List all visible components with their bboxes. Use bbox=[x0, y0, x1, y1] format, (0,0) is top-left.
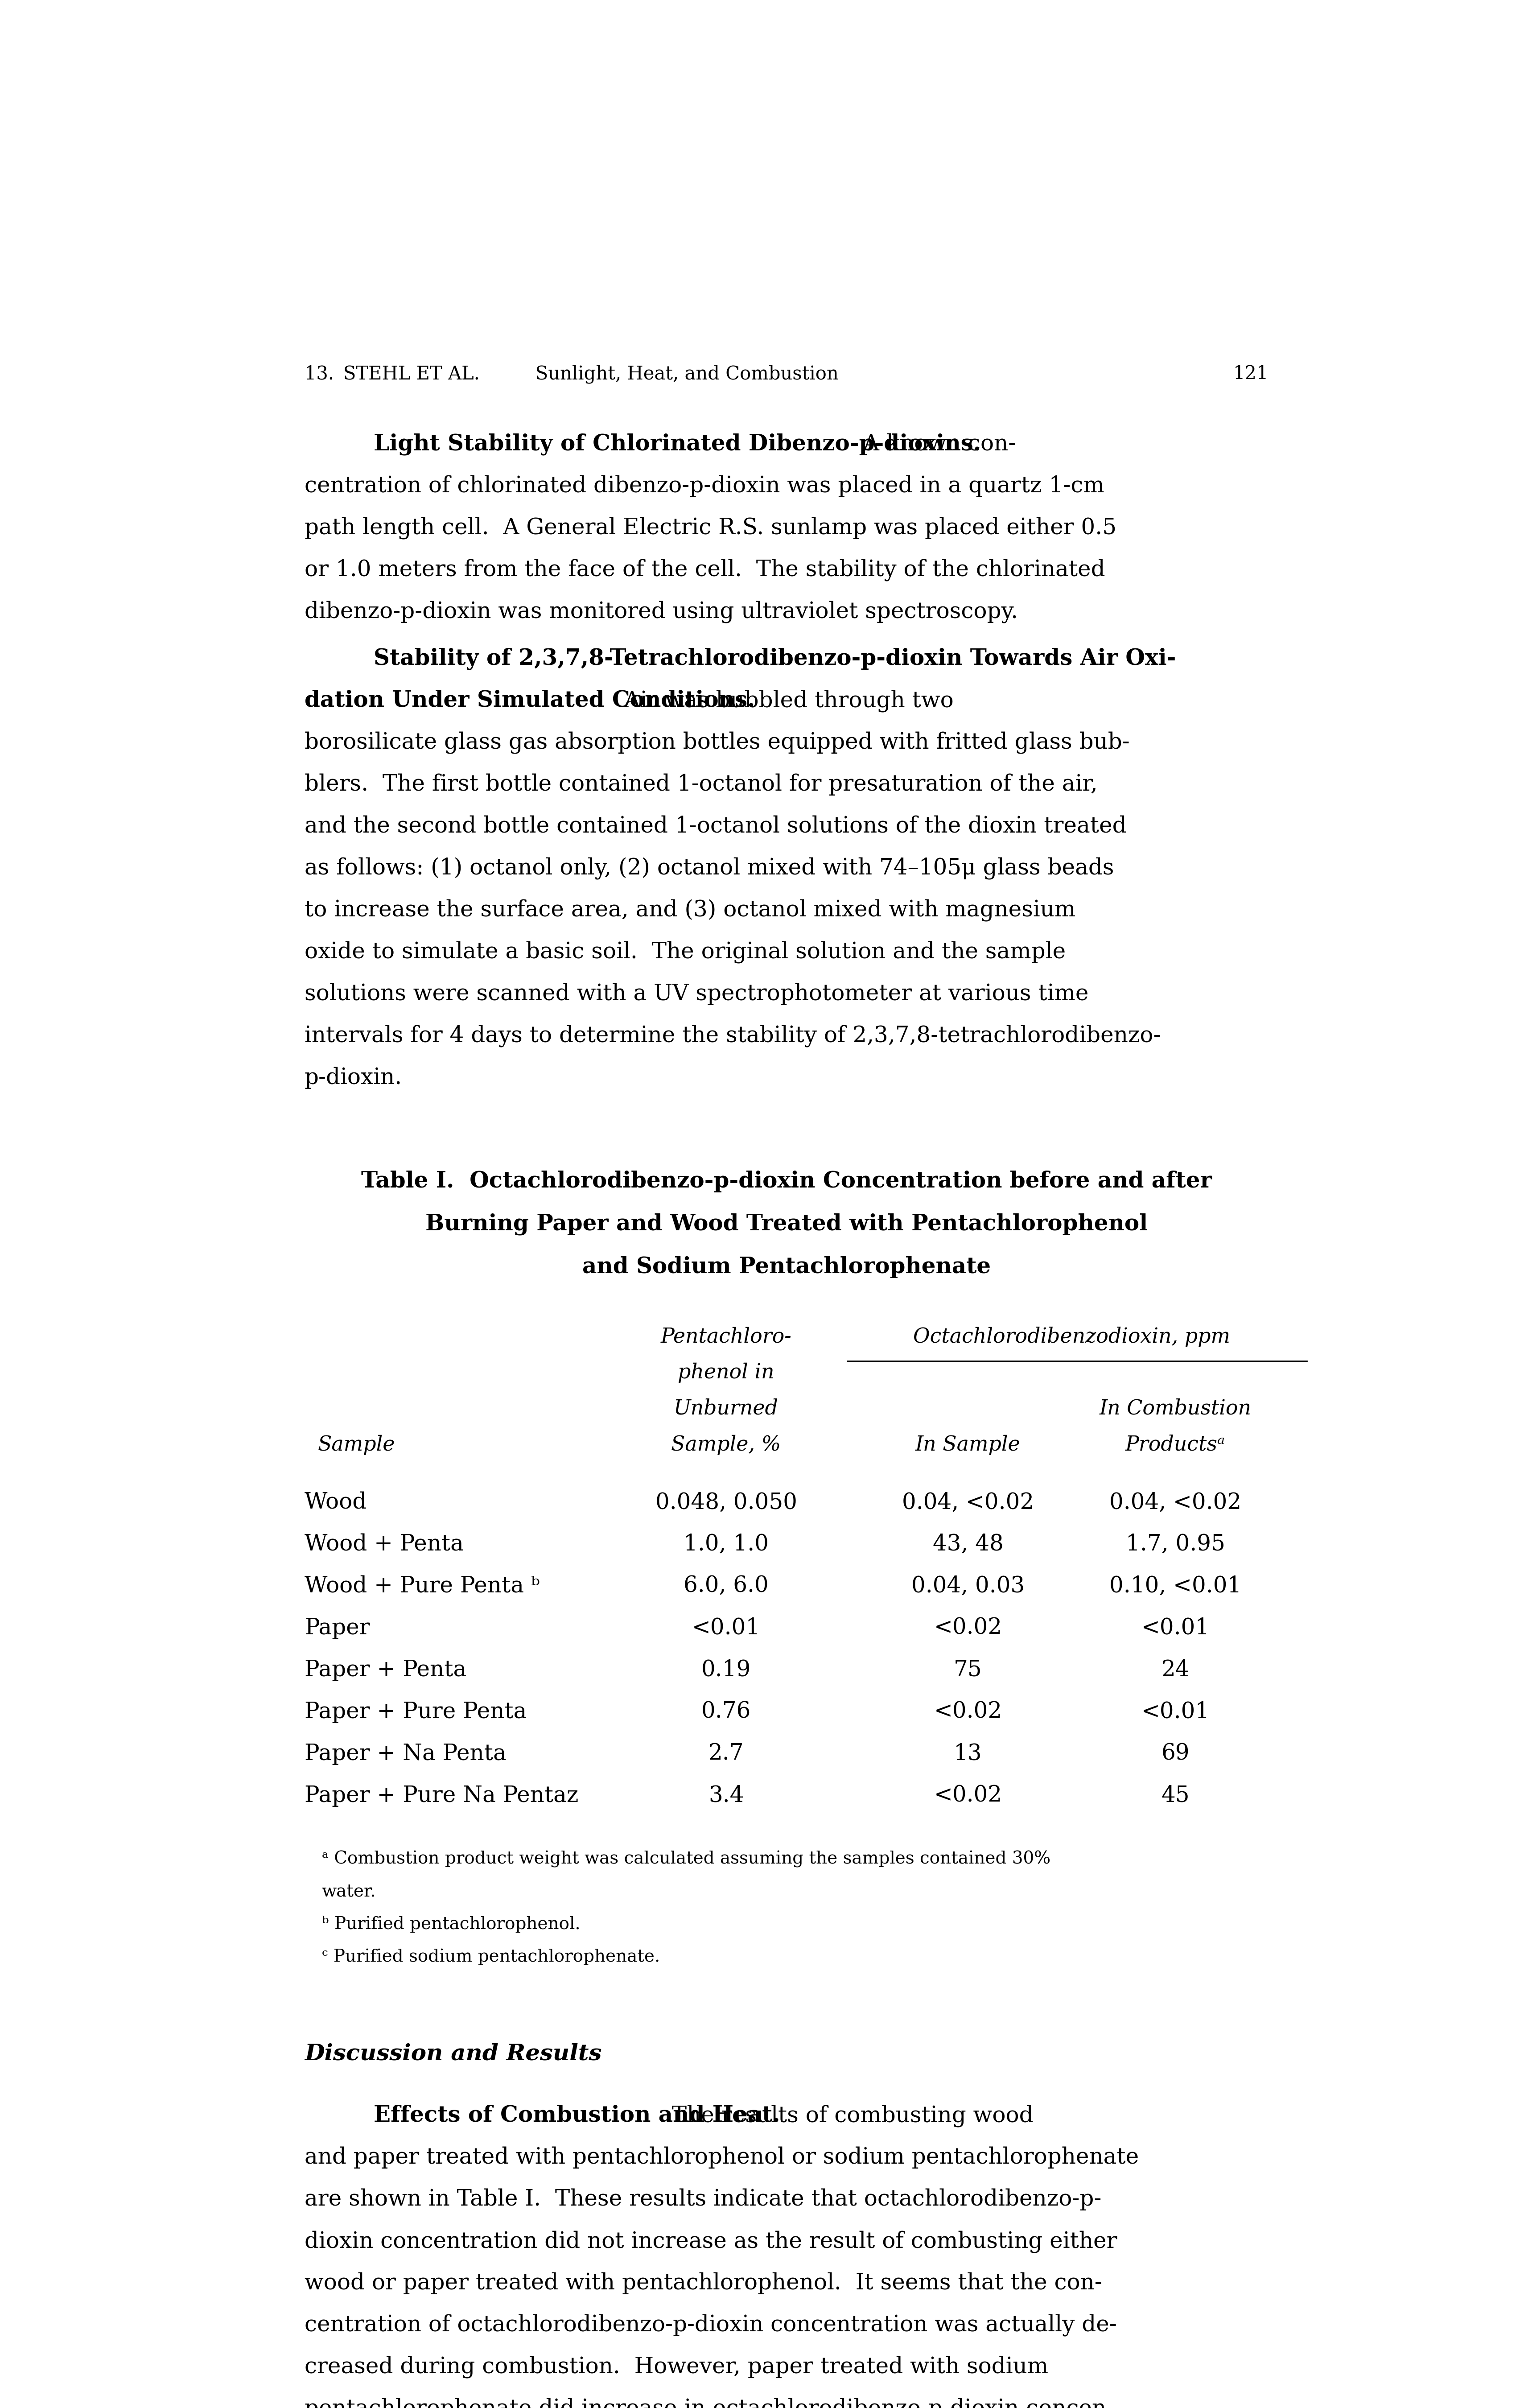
Text: centration of octachlorodibenzo-p-dioxin concentration was actually de-: centration of octachlorodibenzo-p-dioxin… bbox=[305, 2314, 1117, 2336]
Text: Burning Paper and Wood Treated with Pentachlorophenol: Burning Paper and Wood Treated with Pent… bbox=[425, 1214, 1148, 1235]
Text: Wood + Penta: Wood + Penta bbox=[305, 1534, 463, 1556]
Text: are shown in Table I.  These results indicate that octachlorodibenzo-p-: are shown in Table I. These results indi… bbox=[305, 2189, 1102, 2211]
Text: 0.19: 0.19 bbox=[701, 1659, 751, 1681]
Text: <0.02: <0.02 bbox=[934, 1700, 1003, 1722]
Text: Productsᵃ: Productsᵃ bbox=[1125, 1435, 1225, 1454]
Text: Paper + Penta: Paper + Penta bbox=[305, 1659, 466, 1681]
Text: 0.04, <0.02: 0.04, <0.02 bbox=[1109, 1491, 1242, 1515]
Text: p-dioxin.: p-dioxin. bbox=[305, 1067, 402, 1088]
Text: In Sample: In Sample bbox=[916, 1435, 1021, 1454]
Text: dioxin concentration did not increase as the result of combusting either: dioxin concentration did not increase as… bbox=[305, 2230, 1117, 2251]
Text: 1.7, 0.95: 1.7, 0.95 bbox=[1126, 1534, 1225, 1556]
Text: and Sodium Pentachlorophenate: and Sodium Pentachlorophenate bbox=[582, 1257, 991, 1279]
Text: Sample, %: Sample, % bbox=[671, 1435, 780, 1454]
Text: or 1.0 meters from the face of the cell.  The stability of the chlorinated: or 1.0 meters from the face of the cell.… bbox=[305, 559, 1105, 580]
Text: wood or paper treated with pentachlorophenol.  It seems that the con-: wood or paper treated with pentachloroph… bbox=[305, 2273, 1102, 2295]
Text: <0.02: <0.02 bbox=[934, 1618, 1003, 1640]
Text: pentachlorophenate did increase in octachlorodibenzo-p-dioxin concen-: pentachlorophenate did increase in octac… bbox=[305, 2398, 1114, 2408]
Text: Effects of Combustion and Heat.: Effects of Combustion and Heat. bbox=[373, 2105, 780, 2126]
Text: Paper + Pure Na Pentaz: Paper + Pure Na Pentaz bbox=[305, 1784, 579, 1806]
Text: solutions were scanned with a UV spectrophotometer at various time: solutions were scanned with a UV spectro… bbox=[305, 982, 1088, 1004]
Text: Paper + Na Penta: Paper + Na Penta bbox=[305, 1743, 506, 1765]
Text: <0.01: <0.01 bbox=[1141, 1700, 1210, 1722]
Text: blers.  The first bottle contained 1-octanol for presaturation of the air,: blers. The first bottle contained 1-octa… bbox=[305, 773, 1097, 795]
Text: Wood: Wood bbox=[305, 1491, 367, 1515]
Text: 13: 13 bbox=[954, 1743, 981, 1765]
Text: Table I.  Octachlorodibenzo-p-dioxin Concentration before and after: Table I. Octachlorodibenzo-p-dioxin Conc… bbox=[361, 1170, 1212, 1192]
Text: 0.048, 0.050: 0.048, 0.050 bbox=[655, 1491, 797, 1515]
Text: intervals for 4 days to determine the stability of 2,3,7,8-tetrachlorodibenzo-: intervals for 4 days to determine the st… bbox=[305, 1026, 1161, 1047]
Text: ᵇ Purified pentachlorophenol.: ᵇ Purified pentachlorophenol. bbox=[322, 1917, 581, 1934]
Text: Wood + Pure Penta ᵇ: Wood + Pure Penta ᵇ bbox=[305, 1575, 539, 1597]
Text: 2.7: 2.7 bbox=[709, 1743, 744, 1765]
Text: 24: 24 bbox=[1161, 1659, 1190, 1681]
Text: as follows: (1) octanol only, (2) octanol mixed with 74–105μ glass beads: as follows: (1) octanol only, (2) octano… bbox=[305, 857, 1114, 879]
Text: creased during combustion.  However, paper treated with sodium: creased during combustion. However, pape… bbox=[305, 2355, 1049, 2379]
Text: A known con-: A known con- bbox=[849, 433, 1015, 455]
Text: <0.02: <0.02 bbox=[934, 1784, 1003, 1806]
Text: The results of combusting wood: The results of combusting wood bbox=[657, 2105, 1033, 2126]
Text: 45: 45 bbox=[1161, 1784, 1190, 1806]
Text: 0.04, <0.02: 0.04, <0.02 bbox=[902, 1491, 1033, 1515]
Text: Stability of 2,3,7,8-Tetrachlorodibenzo-p-dioxin Towards Air Oxi-: Stability of 2,3,7,8-Tetrachlorodibenzo-… bbox=[373, 648, 1177, 669]
Text: Light Stability of Chlorinated Dibenzo-p-dioxins.: Light Stability of Chlorinated Dibenzo-p… bbox=[373, 433, 981, 455]
Text: 121: 121 bbox=[1233, 364, 1268, 383]
Text: ᵃ Combustion product weight was calculated assuming the samples contained 30%: ᵃ Combustion product weight was calculat… bbox=[322, 1852, 1050, 1869]
Text: 0.76: 0.76 bbox=[701, 1700, 751, 1722]
Text: Octachlorodibenzodioxin, ppm: Octachlorodibenzodioxin, ppm bbox=[913, 1327, 1230, 1346]
Text: Air was bubbled through two: Air was bubbled through two bbox=[610, 689, 954, 713]
Text: path length cell.  A General Electric R.S. sunlamp was placed either 0.5: path length cell. A General Electric R.S… bbox=[305, 518, 1117, 539]
Text: <0.01: <0.01 bbox=[1141, 1618, 1210, 1640]
Text: dation Under Simulated Conditions.: dation Under Simulated Conditions. bbox=[305, 689, 754, 710]
Text: 1.0, 1.0: 1.0, 1.0 bbox=[684, 1534, 768, 1556]
Text: In Combustion: In Combustion bbox=[1099, 1399, 1251, 1418]
Text: oxide to simulate a basic soil.  The original solution and the sample: oxide to simulate a basic soil. The orig… bbox=[305, 942, 1065, 963]
Text: to increase the surface area, and (3) octanol mixed with magnesium: to increase the surface area, and (3) oc… bbox=[305, 898, 1076, 922]
Text: Paper + Pure Penta: Paper + Pure Penta bbox=[305, 1700, 527, 1722]
Text: 69: 69 bbox=[1161, 1743, 1190, 1765]
Text: 3.4: 3.4 bbox=[709, 1784, 744, 1806]
Text: centration of chlorinated dibenzo-p-dioxin was placed in a quartz 1-cm: centration of chlorinated dibenzo-p-diox… bbox=[305, 474, 1105, 496]
Text: Sample: Sample bbox=[317, 1435, 395, 1454]
Text: 0.04, 0.03: 0.04, 0.03 bbox=[911, 1575, 1024, 1597]
Text: <0.01: <0.01 bbox=[692, 1618, 760, 1640]
Text: phenol in: phenol in bbox=[678, 1363, 774, 1382]
Text: Discussion and Results: Discussion and Results bbox=[305, 2042, 602, 2064]
Text: 0.10, <0.01: 0.10, <0.01 bbox=[1109, 1575, 1242, 1597]
Text: ᶜ Purified sodium pentachlorophenate.: ᶜ Purified sodium pentachlorophenate. bbox=[322, 1948, 660, 1965]
Text: water.: water. bbox=[322, 1883, 376, 1900]
Text: 13. STEHL ET AL.   Sunlight, Heat, and Combustion: 13. STEHL ET AL. Sunlight, Heat, and Com… bbox=[305, 364, 838, 383]
Text: and paper treated with pentachlorophenol or sodium pentachlorophenate: and paper treated with pentachlorophenol… bbox=[305, 2146, 1138, 2170]
Text: borosilicate glass gas absorption bottles equipped with fritted glass bub-: borosilicate glass gas absorption bottle… bbox=[305, 732, 1129, 754]
Text: 43, 48: 43, 48 bbox=[933, 1534, 1003, 1556]
Text: Paper: Paper bbox=[305, 1618, 370, 1640]
Text: 6.0, 6.0: 6.0, 6.0 bbox=[684, 1575, 768, 1597]
Text: and the second bottle contained 1-octanol solutions of the dioxin treated: and the second bottle contained 1-octano… bbox=[305, 816, 1126, 838]
Text: dibenzo-p-dioxin was monitored using ultraviolet spectroscopy.: dibenzo-p-dioxin was monitored using ult… bbox=[305, 600, 1018, 624]
Text: Unburned: Unburned bbox=[674, 1399, 779, 1418]
Text: Pentachloro-: Pentachloro- bbox=[660, 1327, 791, 1346]
Text: 75: 75 bbox=[954, 1659, 981, 1681]
